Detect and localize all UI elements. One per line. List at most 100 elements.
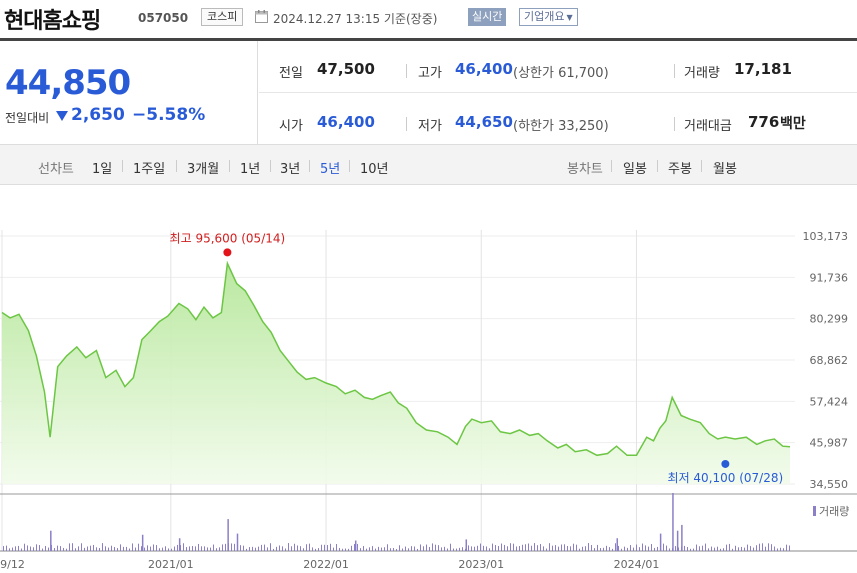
volume-bar — [678, 547, 679, 551]
volume-bar — [675, 546, 676, 551]
prev-close-value: 47,500 — [317, 60, 375, 78]
tab-3years[interactable]: 3년 — [280, 162, 301, 177]
low-value: 44,650 — [455, 113, 513, 131]
volume-bar — [24, 543, 25, 551]
volume-bar — [261, 544, 262, 551]
volume-bar — [588, 543, 589, 551]
volume-bar — [705, 543, 706, 551]
volume-bar — [702, 545, 703, 551]
amount-value: 776 — [748, 113, 780, 131]
quote-separator — [406, 117, 407, 131]
change-rate: −5.58% — [132, 105, 206, 125]
volume-bar — [555, 545, 556, 551]
volume-bar — [30, 546, 31, 551]
price-chart[interactable]: 103,173 91,736 80,299 68,862 57,424 45,987 34,… — [0, 185, 857, 573]
tab-weekly-candle[interactable]: 주봉 — [668, 162, 692, 177]
low-label: 저가 — [418, 119, 442, 134]
caret-down-icon: ▼ — [566, 13, 573, 22]
tab-1day[interactable]: 1일 — [92, 162, 113, 177]
x-tick-label: 2019/12 — [0, 558, 25, 571]
price-line — [1, 260, 791, 457]
volume-bar — [597, 544, 598, 551]
volume-bar — [291, 546, 292, 551]
volume-bar — [582, 546, 583, 551]
y-tick-label: 103,173 — [803, 230, 849, 243]
volume-bar — [243, 545, 244, 551]
tab-separator — [270, 160, 271, 172]
volume-label: 거래량 — [684, 66, 720, 81]
volume-bar — [282, 546, 283, 551]
volume-legend-swatch — [813, 506, 816, 516]
volume-bar — [306, 544, 307, 551]
volume-bar — [357, 543, 358, 551]
volume-bar — [642, 543, 643, 551]
volume-bar — [648, 546, 649, 551]
volume-bar — [87, 546, 88, 551]
volume-bar — [351, 545, 352, 551]
volume-bar — [480, 543, 481, 551]
volume-bar — [159, 548, 160, 551]
volume-bar — [354, 540, 357, 551]
volume-bar — [384, 547, 385, 551]
volume-bar — [627, 547, 628, 551]
volume-bar — [659, 533, 662, 551]
current-price-box: 44,850 전일대비 2,650 −5.58% — [0, 41, 258, 144]
volume-bar — [54, 548, 55, 551]
volume-bar — [558, 546, 559, 551]
volume-bar — [207, 547, 208, 551]
current-price: 44,850 — [5, 63, 131, 103]
company-overview-button[interactable]: 기업개요 ▼ — [519, 8, 578, 26]
volume-bar — [756, 545, 757, 551]
volume-bar — [198, 543, 199, 551]
volume-bar — [753, 547, 754, 551]
tab-daily-candle[interactable]: 일봉 — [623, 162, 647, 177]
top-rule — [0, 38, 857, 41]
volume-bar — [639, 547, 640, 551]
volume-bar — [6, 545, 7, 551]
tab-3months[interactable]: 3개월 — [187, 162, 220, 177]
volume-bar — [105, 546, 106, 551]
volume-bar — [531, 545, 532, 551]
volume-bar — [528, 543, 529, 551]
volume-bar — [405, 546, 406, 551]
volume-bar — [546, 548, 547, 551]
volume-bar — [693, 548, 694, 551]
volume-bar — [729, 543, 730, 551]
high-value: 46,400 — [455, 60, 513, 78]
volume-bar — [690, 548, 691, 551]
tab-10years[interactable]: 10년 — [360, 162, 389, 177]
volume-bar — [375, 548, 376, 551]
volume-bar — [681, 524, 683, 551]
tab-1week[interactable]: 1주일 — [133, 162, 166, 177]
tab-separator — [122, 160, 123, 172]
min-price-marker — [721, 459, 730, 468]
volume-bar — [714, 547, 715, 551]
tab-monthly-candle[interactable]: 월봉 — [713, 162, 737, 177]
volume-bar — [309, 543, 310, 551]
volume-bar — [474, 546, 475, 551]
y-tick-label: 57,424 — [810, 395, 849, 408]
volume-bar — [630, 545, 631, 551]
volume-bar — [15, 546, 16, 551]
volume-bar — [786, 544, 787, 551]
tab-5years[interactable]: 5년 — [320, 162, 341, 177]
volume-bar — [225, 543, 226, 551]
tab-1year[interactable]: 1년 — [240, 162, 261, 177]
volume-bar — [189, 546, 190, 551]
realtime-button[interactable]: 실시간 — [468, 8, 507, 26]
volume-bar — [396, 548, 397, 551]
volume-bar — [69, 543, 70, 551]
volume-bar — [183, 543, 184, 551]
volume-bar — [489, 548, 490, 551]
calendar-icon — [255, 10, 268, 23]
volume-bar — [156, 545, 157, 551]
volume-bar — [564, 544, 565, 551]
volume-bar — [438, 545, 439, 551]
volume-bar — [258, 546, 259, 551]
volume-bar — [585, 546, 586, 551]
volume-bar — [486, 546, 487, 551]
volume-bar — [516, 546, 517, 551]
lower-limit: (하한가 33,250) — [513, 119, 609, 134]
volume-bar — [537, 545, 538, 551]
volume-bar — [150, 546, 151, 551]
